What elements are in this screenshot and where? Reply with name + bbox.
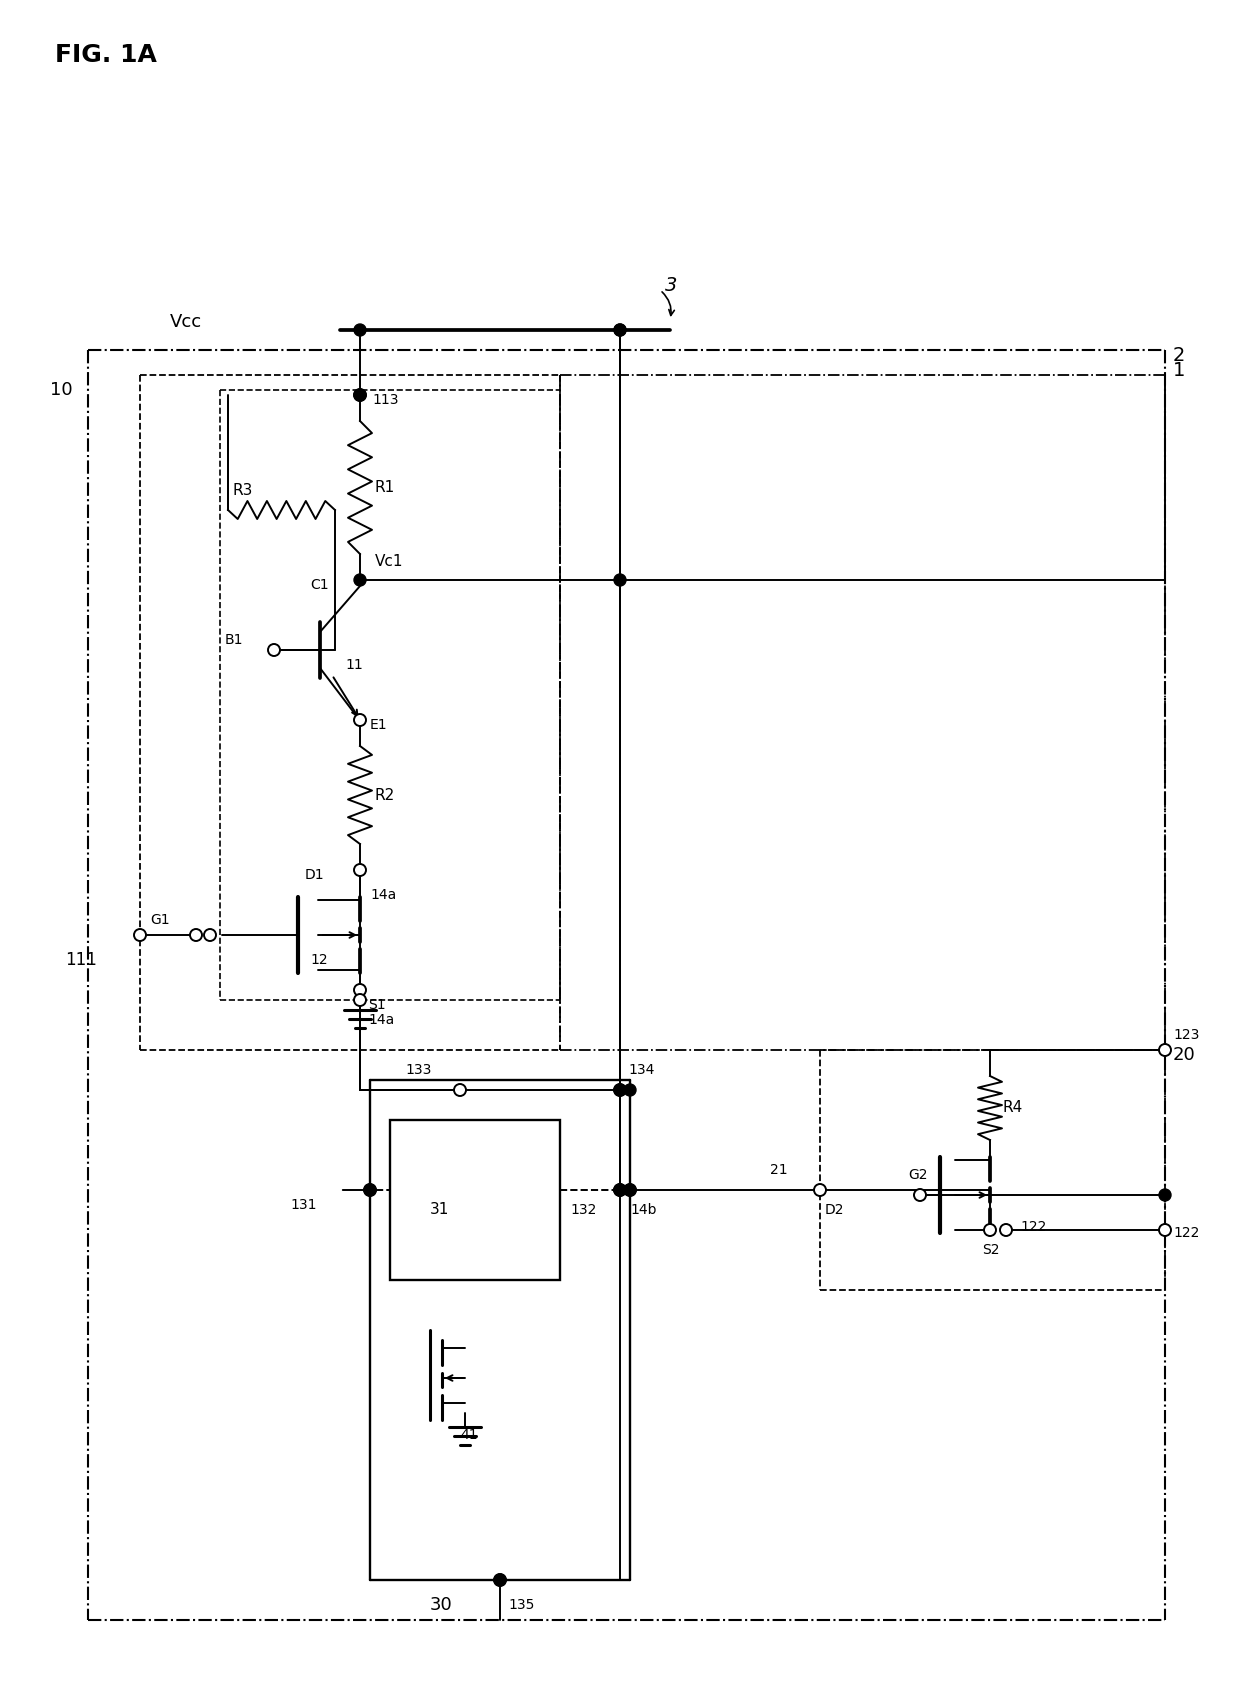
Text: 12: 12 [310,954,327,967]
Circle shape [614,325,626,336]
Text: 3: 3 [665,276,677,294]
Text: 14a: 14a [368,1013,394,1028]
Circle shape [624,1083,636,1097]
Text: D2: D2 [825,1203,844,1218]
Text: Vcc: Vcc [170,313,202,331]
Circle shape [454,1083,466,1097]
Text: 11: 11 [345,658,363,673]
Text: R4: R4 [1002,1100,1022,1115]
Circle shape [353,389,366,400]
Circle shape [614,1184,626,1196]
Text: 14a: 14a [370,888,397,902]
Text: E1: E1 [370,718,388,732]
Text: 2: 2 [1173,345,1185,365]
Circle shape [985,1224,996,1236]
Text: S1: S1 [368,997,386,1013]
Circle shape [365,1184,376,1196]
Text: 131: 131 [290,1198,316,1213]
Circle shape [1159,1189,1171,1201]
Circle shape [494,1574,506,1586]
Circle shape [494,1574,506,1586]
Circle shape [353,994,366,1006]
Circle shape [353,574,366,585]
Circle shape [614,1083,626,1097]
Circle shape [205,928,216,940]
Text: 132: 132 [570,1203,596,1218]
Circle shape [353,984,366,996]
Text: 122: 122 [1173,1226,1199,1240]
Circle shape [353,325,366,336]
Circle shape [353,389,366,400]
Text: G1: G1 [150,913,170,927]
Text: R3: R3 [233,483,253,498]
Circle shape [190,928,202,940]
Bar [391,1120,560,1280]
Text: 20: 20 [1173,1046,1195,1065]
Circle shape [1159,1045,1171,1056]
Text: C1: C1 [310,579,329,592]
Text: B1: B1 [224,632,243,648]
Text: 111: 111 [64,950,97,969]
Text: S2: S2 [982,1243,999,1256]
Text: 1: 1 [1173,360,1185,380]
Text: 14b: 14b [630,1203,656,1218]
Text: 30: 30 [430,1596,453,1615]
Circle shape [813,1184,826,1196]
Text: 41: 41 [460,1428,477,1441]
Circle shape [614,574,626,585]
Text: 133: 133 [405,1063,432,1076]
Text: R2: R2 [374,787,396,802]
Text: R1: R1 [374,479,396,495]
Circle shape [353,713,366,727]
Text: 135: 135 [508,1598,534,1611]
Circle shape [614,1083,626,1097]
Text: 113: 113 [372,394,398,407]
Circle shape [1159,1224,1171,1236]
Circle shape [624,1184,636,1196]
Text: 122: 122 [1021,1219,1047,1235]
Circle shape [268,644,280,656]
Text: 21: 21 [770,1162,787,1177]
Circle shape [914,1189,926,1201]
Circle shape [134,928,146,940]
Circle shape [624,1184,636,1196]
Circle shape [614,325,626,336]
Circle shape [999,1224,1012,1236]
Circle shape [365,1184,376,1196]
Circle shape [614,1184,626,1196]
Circle shape [614,1184,626,1196]
Text: G2: G2 [908,1167,928,1182]
Text: 134: 134 [627,1063,655,1076]
Text: 31: 31 [430,1203,449,1218]
Text: D1: D1 [305,868,325,881]
Text: 10: 10 [50,382,73,399]
Text: 123: 123 [1173,1028,1199,1043]
Text: FIG. 1A: FIG. 1A [55,44,157,67]
Circle shape [353,865,366,876]
Text: Vc1: Vc1 [374,555,403,570]
